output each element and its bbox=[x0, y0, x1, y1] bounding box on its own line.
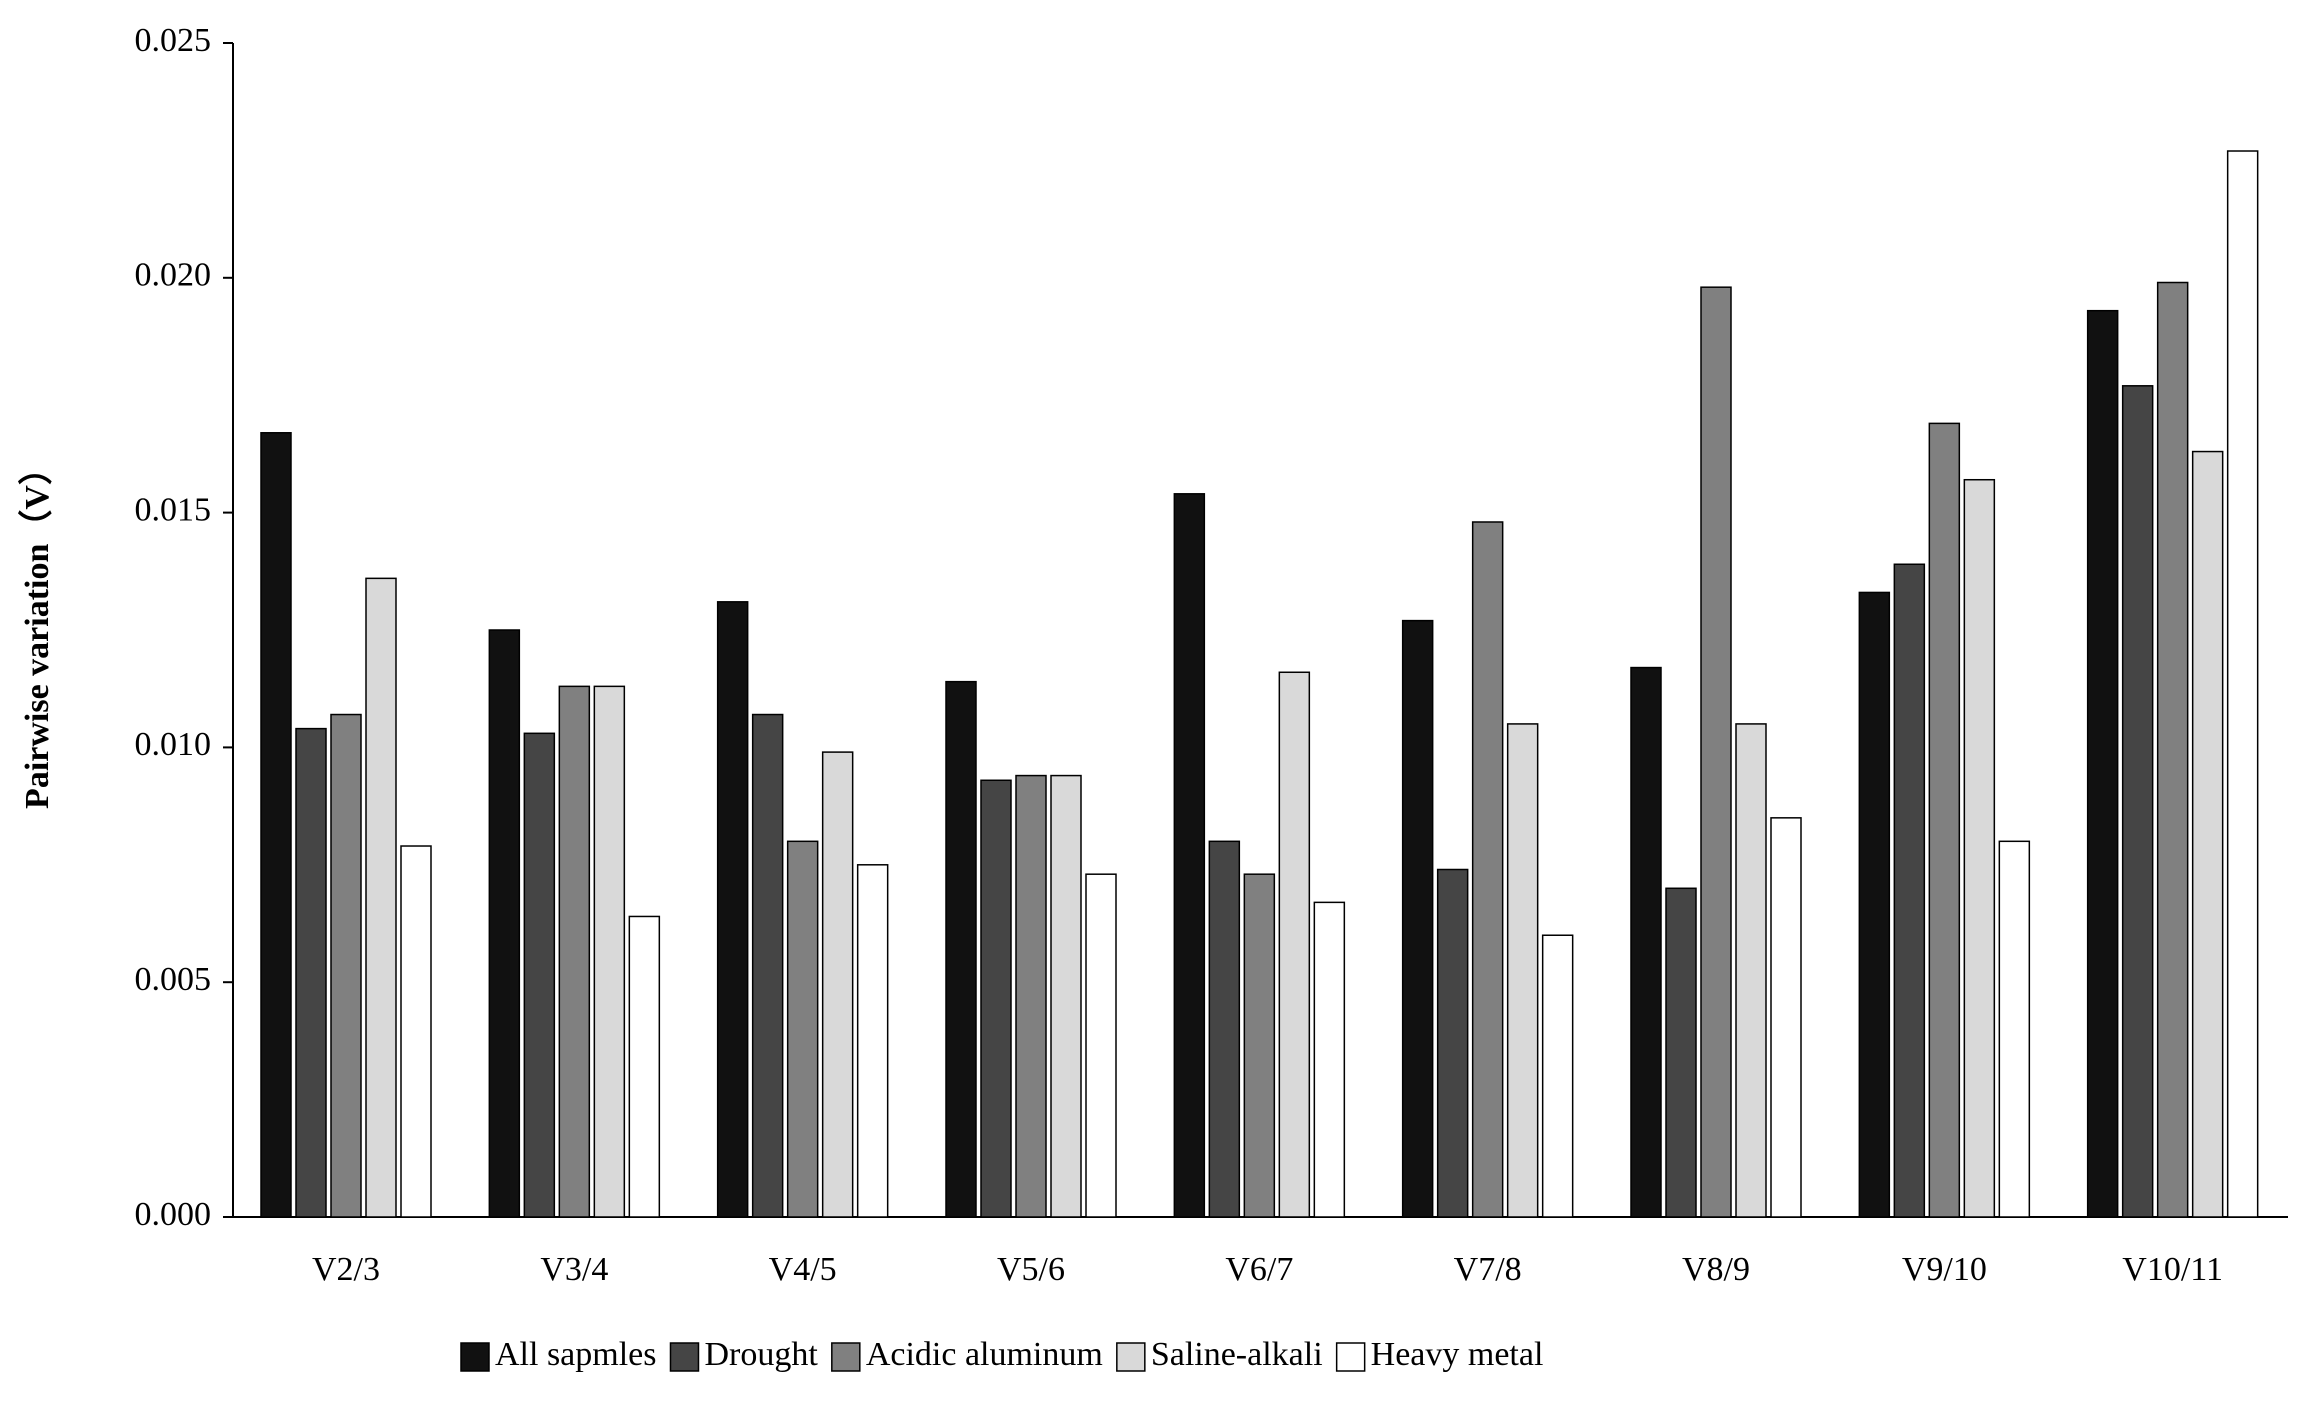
bar bbox=[1208, 840, 1241, 1218]
y-tick-label: 0.015 bbox=[135, 491, 212, 528]
x-tick-label: V10/11 bbox=[2122, 1251, 2223, 1288]
legend-label: Saline-alkali bbox=[1151, 1336, 1323, 1373]
x-tick-label: V5/6 bbox=[997, 1251, 1065, 1288]
bar bbox=[488, 629, 521, 1218]
bar bbox=[1998, 840, 2031, 1218]
legend-swatch bbox=[1335, 1342, 1366, 1372]
bar bbox=[821, 751, 854, 1218]
bar bbox=[945, 680, 977, 1218]
bar bbox=[751, 713, 784, 1218]
x-tick-label: V2/3 bbox=[312, 1251, 380, 1288]
bar bbox=[1541, 934, 1574, 1218]
bar bbox=[1506, 723, 1539, 1218]
legend-swatch bbox=[1116, 1342, 1146, 1372]
x-tick-label: V6/7 bbox=[1225, 1251, 1293, 1288]
bar bbox=[856, 864, 889, 1218]
bar bbox=[1050, 774, 1082, 1218]
y-tick-label: 0.020 bbox=[135, 257, 212, 294]
bar bbox=[1401, 619, 1434, 1218]
bar bbox=[1858, 591, 1891, 1218]
legend-swatch bbox=[831, 1342, 861, 1372]
y-tick-label: 0.005 bbox=[135, 961, 212, 998]
y-tick-label: 0.025 bbox=[135, 22, 212, 59]
bar bbox=[2226, 150, 2259, 1218]
bar bbox=[558, 685, 591, 1218]
bar bbox=[1928, 422, 1961, 1218]
bar bbox=[2121, 385, 2154, 1218]
bar bbox=[1893, 563, 1926, 1218]
bar bbox=[2086, 309, 2119, 1218]
bar bbox=[628, 915, 661, 1218]
bar bbox=[980, 779, 1012, 1218]
legend-label: Acidic aluminum bbox=[866, 1336, 1103, 1373]
bar bbox=[1173, 493, 1206, 1218]
legend-swatch bbox=[460, 1342, 490, 1372]
bar bbox=[295, 727, 327, 1218]
bar bbox=[330, 713, 362, 1218]
bar bbox=[716, 601, 749, 1218]
bar bbox=[1085, 873, 1117, 1218]
bar bbox=[260, 432, 292, 1218]
bar bbox=[1436, 868, 1469, 1218]
bar bbox=[1243, 873, 1276, 1218]
bar bbox=[365, 577, 397, 1218]
bar bbox=[1700, 286, 1732, 1218]
bar bbox=[2156, 281, 2189, 1218]
legend-swatch bbox=[669, 1342, 700, 1372]
bar bbox=[2191, 450, 2224, 1218]
bar bbox=[1735, 723, 1767, 1218]
bar bbox=[1665, 887, 1697, 1218]
y-axis-label: Pairwise variation（V） bbox=[17, 451, 56, 809]
bar bbox=[1015, 774, 1047, 1218]
x-tick-label: V8/9 bbox=[1682, 1251, 1750, 1288]
legend-label: Drought bbox=[704, 1336, 818, 1373]
x-tick-label: V7/8 bbox=[1454, 1251, 1522, 1288]
bar bbox=[523, 732, 556, 1218]
x-tick-label: V4/5 bbox=[769, 1251, 837, 1288]
bar bbox=[400, 845, 432, 1218]
bar bbox=[786, 840, 819, 1218]
bar bbox=[593, 685, 626, 1218]
bar bbox=[1630, 666, 1662, 1218]
legend-label: Heavy metal bbox=[1371, 1336, 1544, 1373]
y-tick-label: 0.000 bbox=[135, 1196, 212, 1233]
bar bbox=[1963, 478, 1996, 1218]
bar bbox=[1770, 817, 1802, 1218]
bar bbox=[1278, 671, 1311, 1218]
y-tick-label: 0.010 bbox=[135, 726, 212, 763]
bar bbox=[1313, 901, 1346, 1218]
x-tick-label: V3/4 bbox=[540, 1251, 608, 1288]
bar bbox=[1471, 521, 1504, 1218]
legend-label: All sapmles bbox=[495, 1336, 656, 1373]
x-tick-label: V9/10 bbox=[1902, 1251, 1987, 1288]
